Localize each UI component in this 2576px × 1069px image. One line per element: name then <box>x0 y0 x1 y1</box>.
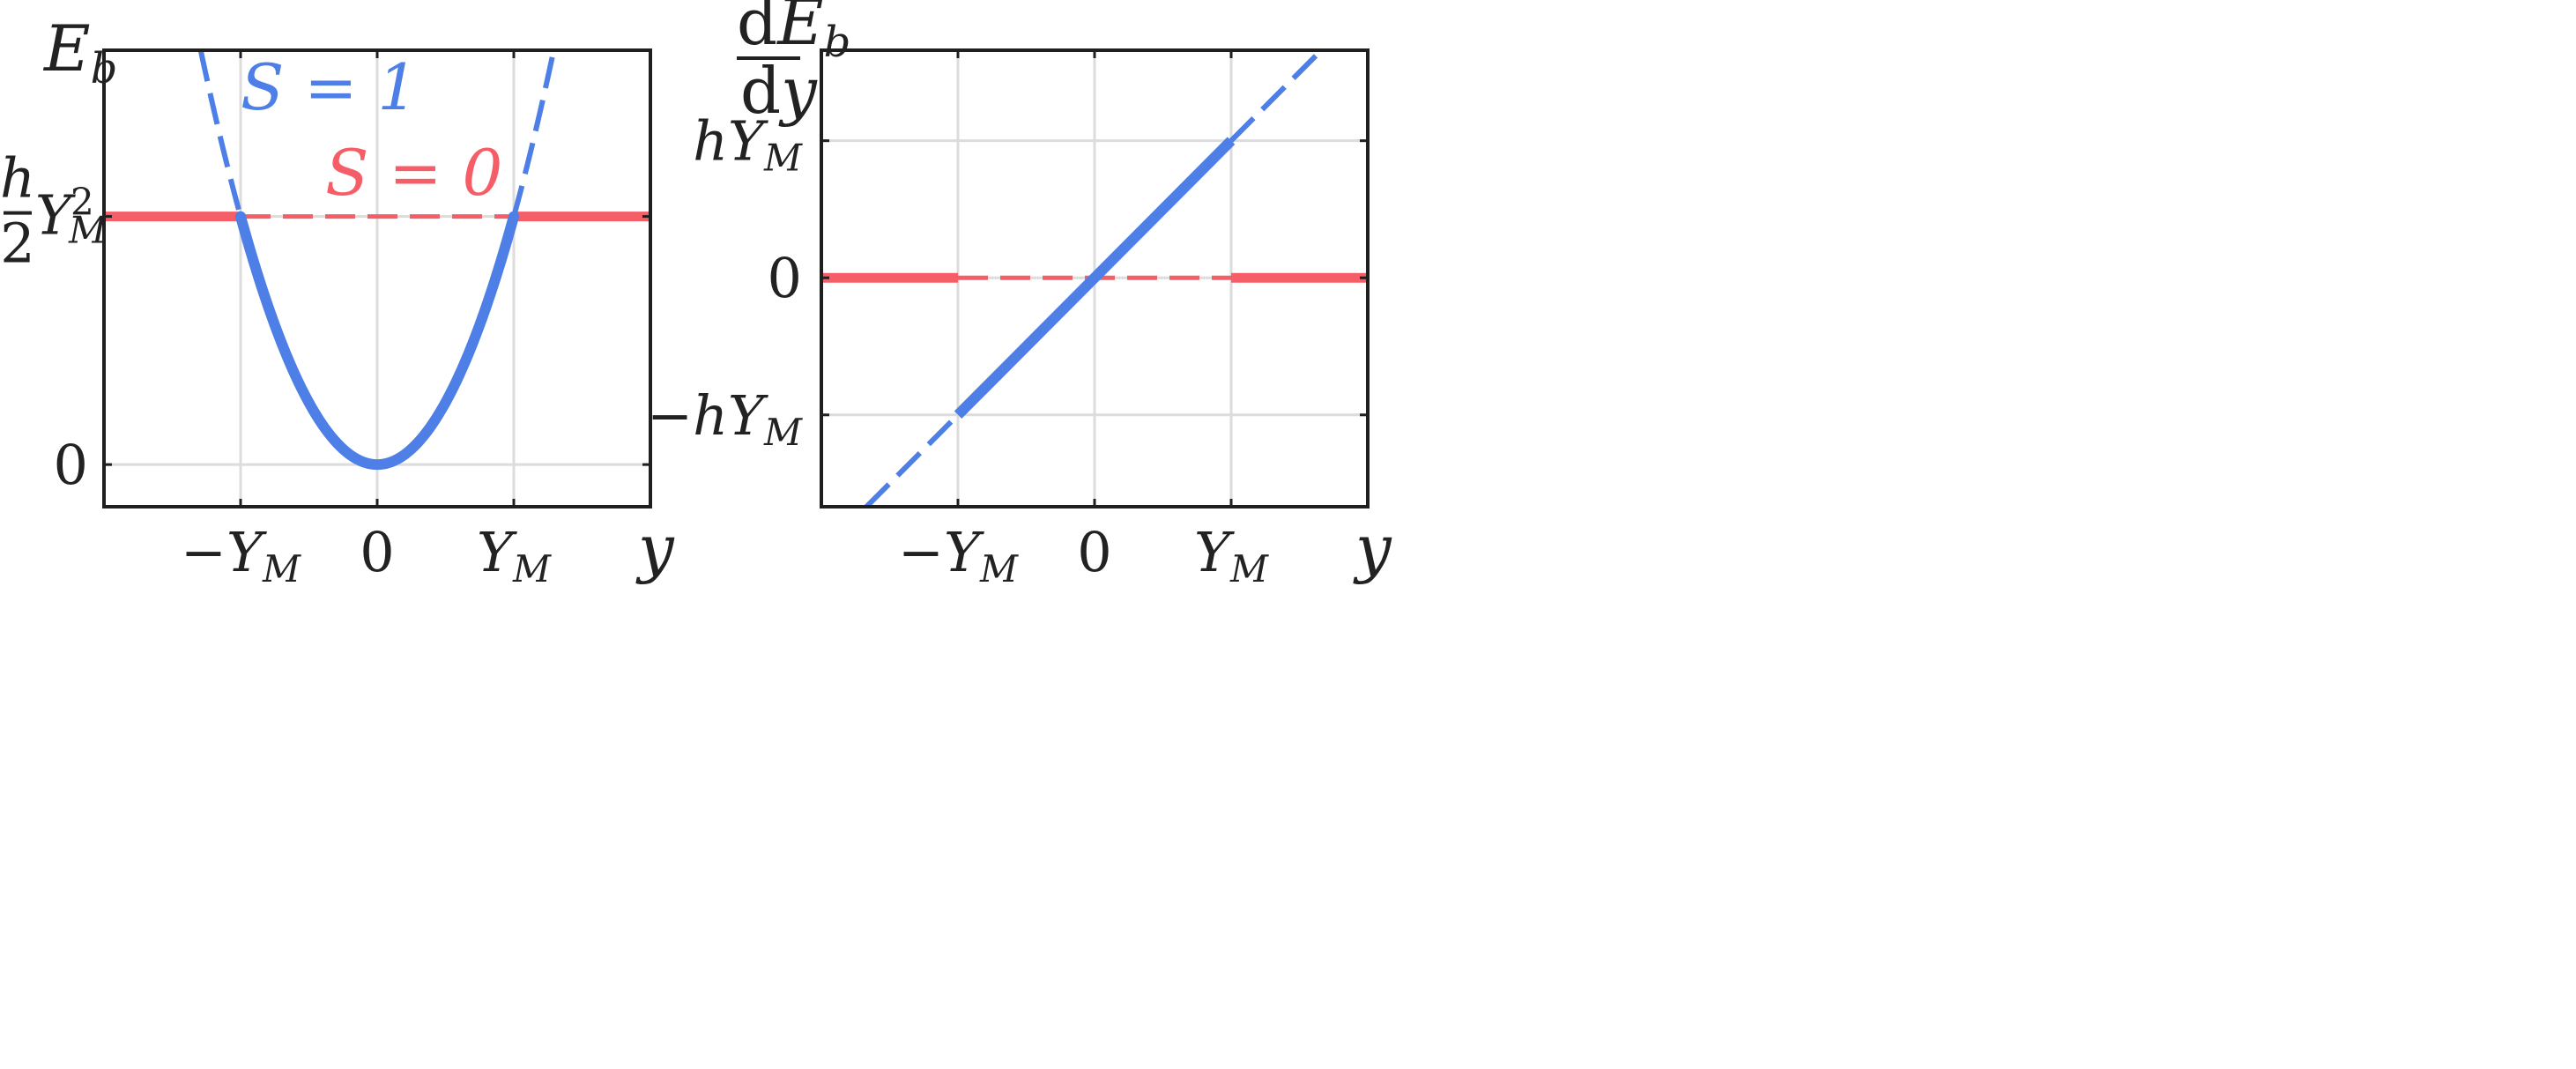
right-x-tick-label-1-main: 0 <box>1077 520 1111 584</box>
left-series <box>104 49 650 471</box>
right-x-tick-label-0: −YM <box>898 520 1019 590</box>
right-y-axis-label-sub: b <box>824 18 851 67</box>
left-x-axis-label: y <box>635 511 675 585</box>
left-series-label-s0: S = 0 <box>325 136 502 210</box>
right-s1-dashed-high <box>1229 48 1324 143</box>
left-y-tick-label-1-main: Y <box>35 183 76 248</box>
right-x-tick-label-2-main: Y <box>1194 520 1235 584</box>
right-x-tick-label-2: YM <box>1194 520 1269 590</box>
right-x-tick-label-1: 0 <box>1077 520 1111 584</box>
right-y-axis-label-main: E <box>776 0 824 59</box>
left-y-axis-label-main: E <box>42 11 91 85</box>
left-y-tick-label-1: h2 Y 2M <box>0 146 108 276</box>
right-y-axis-label-numerator: dEb <box>737 0 850 67</box>
left-y-tick-label-1-den: 2 <box>0 212 34 276</box>
left-x-tick-label-2: YM <box>477 520 552 590</box>
right-y-tick-label-0: −hYM <box>647 383 803 454</box>
left-x-tick-label-2-main: Y <box>477 520 517 584</box>
left-x-tick-label-0: −YM <box>181 520 301 590</box>
right-y-tick-label-2-main: hY <box>693 109 768 174</box>
right-y-axis-label-d: d <box>737 0 777 59</box>
left-y-tick-label-1-sub: M <box>68 209 108 252</box>
right-y-tick-label-1-main: 0 <box>768 246 802 310</box>
right-y-tick-label-2: hYM <box>693 109 803 180</box>
right-y-axis-label-denominator: dy <box>740 54 818 128</box>
left-s1-solid <box>235 211 519 471</box>
right-s1-solid <box>954 137 1236 419</box>
left-x-tick-label-2-sub: M <box>512 547 552 590</box>
right-series <box>821 48 1368 509</box>
left-x-tick-label-0-sub: M <box>262 547 301 590</box>
left-s1-dashed-left <box>197 49 243 218</box>
right-y-tick-label-0-sub: M <box>763 411 803 454</box>
right-x-tick-label-0-main: −Y <box>898 520 984 584</box>
right-x-axis-label: y <box>1353 511 1392 585</box>
right-s1-dashed-low <box>865 412 961 509</box>
right-x-tick-label-0-sub: M <box>979 547 1019 590</box>
left-series-label-s1: S = 1 <box>241 50 418 124</box>
left-y-tick-label-0: 0 <box>54 433 88 497</box>
right-y-axis-label: dEb dy <box>737 0 850 128</box>
right-y-tick-label-2-sub: M <box>763 137 803 180</box>
left-s1-dashed-right <box>511 49 557 218</box>
left-y-tick-label-1-num: h <box>0 146 35 211</box>
right-y-tick-label-1: 0 <box>768 246 802 310</box>
right-x-tick-label-2-sub: M <box>1229 547 1269 590</box>
right-y-tick-label-0-main: −hY <box>647 383 768 448</box>
left-x-tick-label-1: 0 <box>360 520 394 584</box>
left-y-axis-label: Eb <box>42 11 117 93</box>
left-x-tick-label-0-main: −Y <box>181 520 267 584</box>
left-y-tick-label-1-sup: 2 <box>71 181 94 224</box>
left-panel-background <box>0 0 1234 1069</box>
left-y-axis-label-sub: b <box>91 44 118 93</box>
right-y-axis-label-y: y <box>778 54 818 128</box>
left-x-tick-label-1-main: 0 <box>360 520 394 584</box>
right-y-axis-label-d2: d <box>740 54 781 128</box>
